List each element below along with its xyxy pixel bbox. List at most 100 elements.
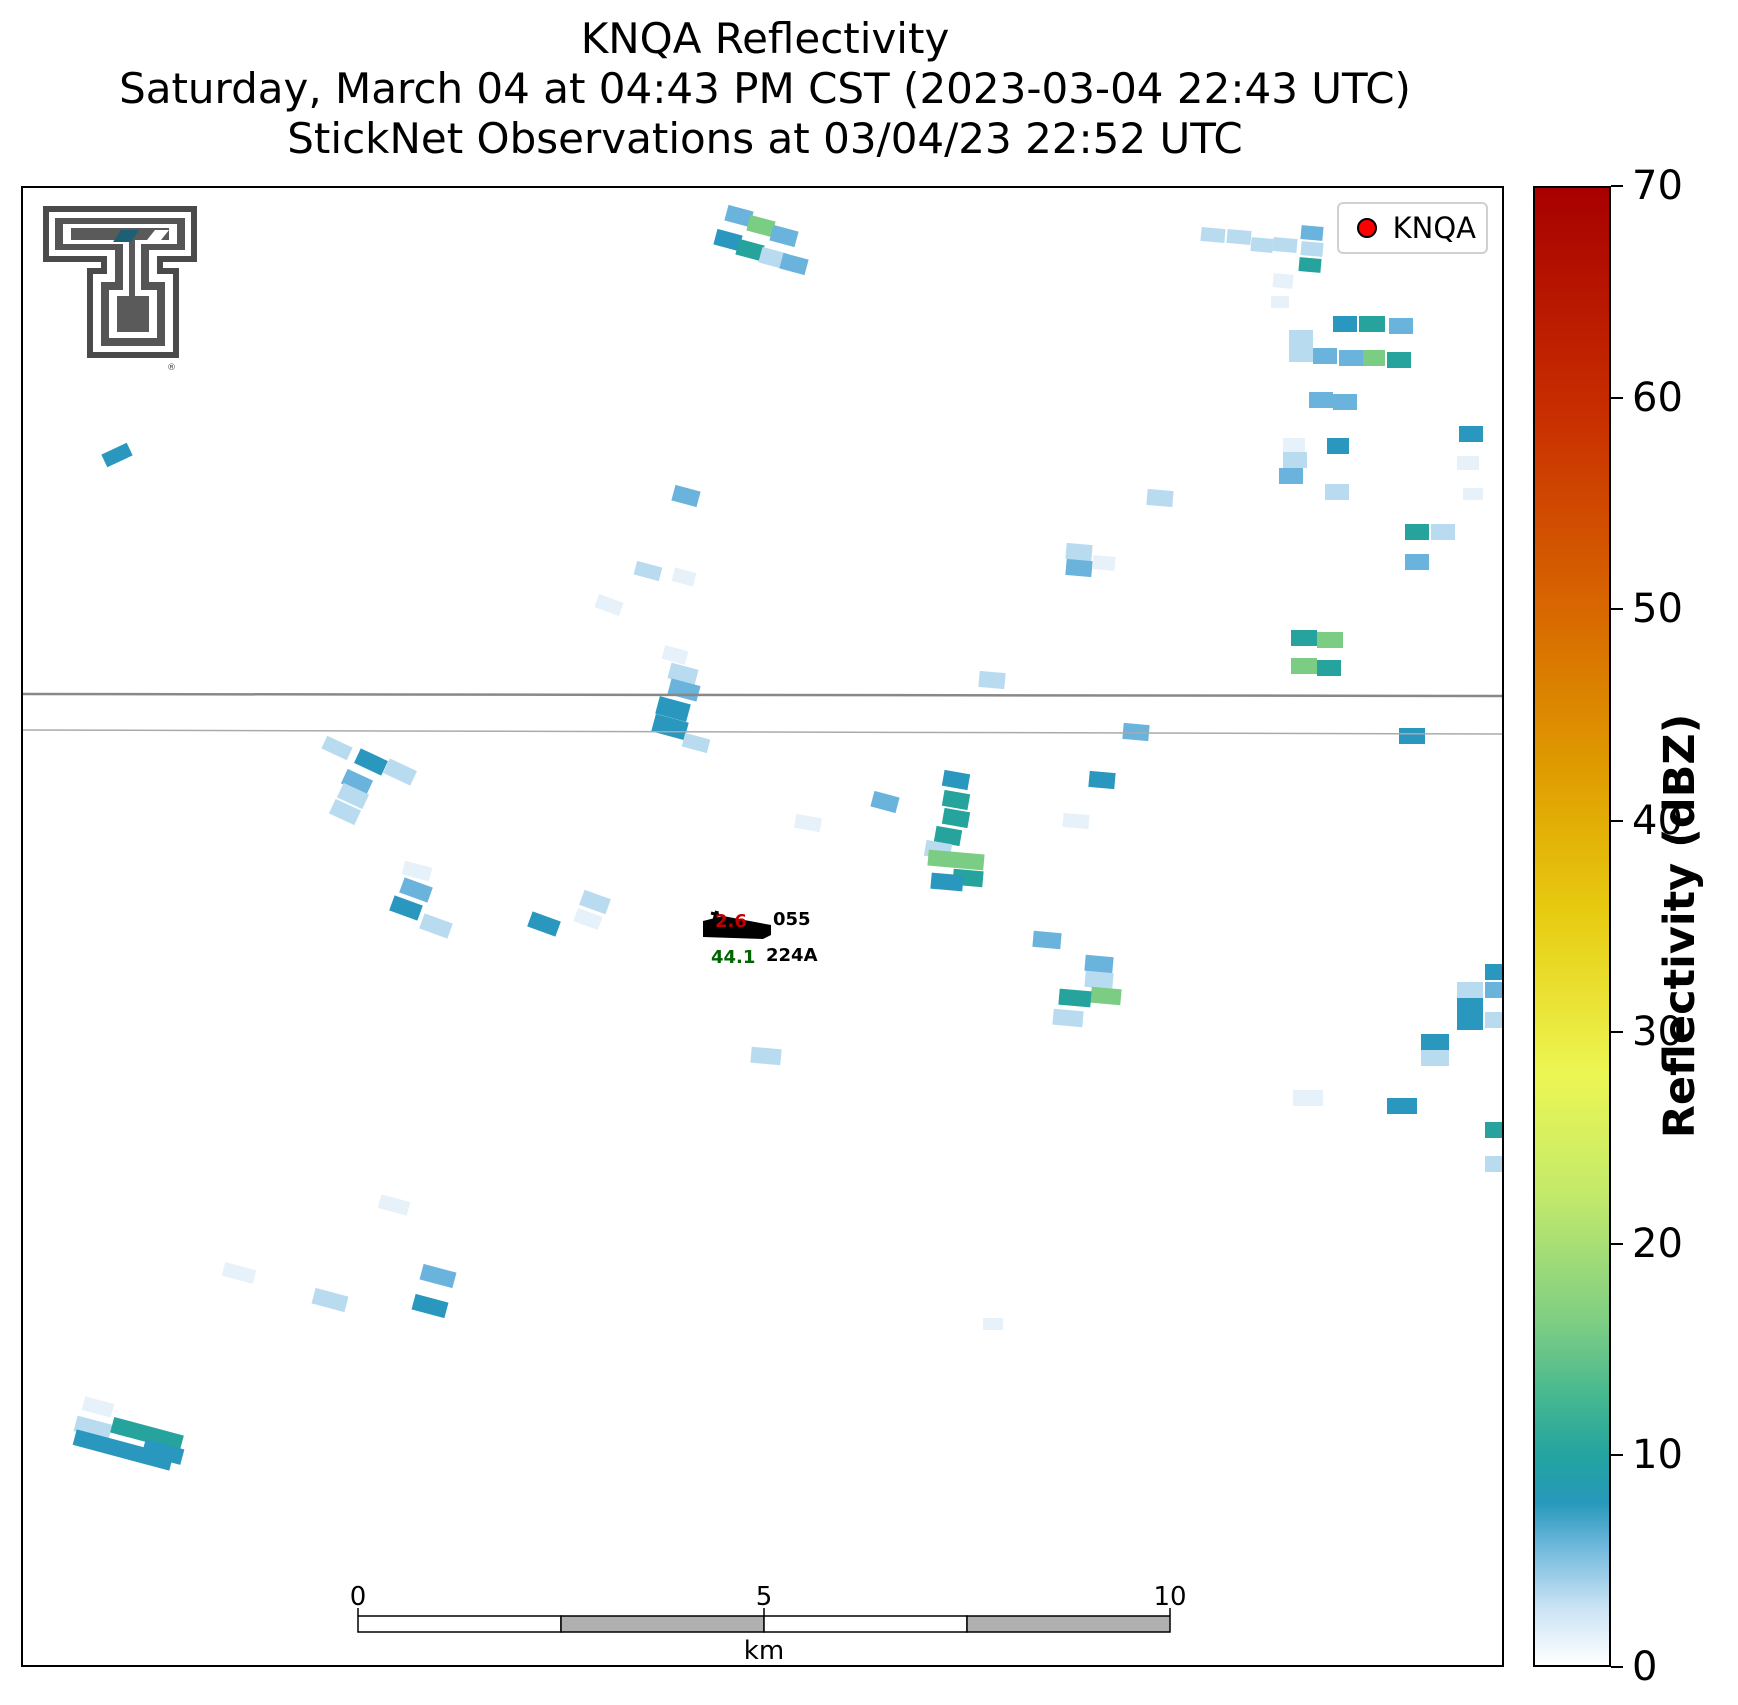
svg-text:®: ® bbox=[167, 363, 176, 373]
reflectivity-cell bbox=[978, 670, 1006, 690]
reflectivity-cell bbox=[941, 769, 971, 791]
colorbar-tick bbox=[1611, 1031, 1623, 1034]
colorbar-tick-label: 10 bbox=[1632, 1432, 1683, 1479]
reflectivity-cell bbox=[1457, 998, 1483, 1014]
station-dewpoint: 44.1 bbox=[711, 947, 755, 968]
legend-label: KNQA bbox=[1392, 211, 1476, 245]
reflectivity-echoes bbox=[72, 204, 1502, 1471]
radar-site-marker-icon bbox=[1356, 218, 1377, 238]
reflectivity-cell bbox=[933, 825, 963, 847]
reflectivity-cell bbox=[1271, 296, 1289, 308]
reflectivity-cell bbox=[399, 877, 433, 903]
reflectivity-cell bbox=[1485, 982, 1502, 998]
reflectivity-cell bbox=[651, 713, 689, 741]
reflectivity-cell bbox=[681, 732, 711, 754]
colorbar-tick-label: 20 bbox=[1632, 1220, 1683, 1267]
reflectivity-cell bbox=[1405, 554, 1429, 570]
scale-unit: km bbox=[743, 1636, 785, 1666]
reflectivity-cell bbox=[1272, 236, 1298, 254]
reflectivity-cell bbox=[1457, 456, 1479, 470]
colorbar-tick bbox=[1611, 608, 1623, 611]
reflectivity-cell bbox=[141, 1439, 185, 1465]
reflectivity-cell bbox=[1289, 346, 1313, 362]
reflectivity-cell bbox=[1459, 426, 1483, 442]
colorbar-tick-label: 50 bbox=[1632, 586, 1683, 633]
reflectivity-cell bbox=[1090, 986, 1122, 1006]
reflectivity-cell bbox=[870, 790, 900, 814]
reflectivity-cell bbox=[1200, 226, 1226, 244]
reflectivity-cell bbox=[1325, 484, 1349, 500]
reflectivity-cell bbox=[1431, 524, 1455, 540]
reflectivity-cell bbox=[1300, 225, 1324, 241]
reflectivity-cell bbox=[724, 204, 754, 228]
reflectivity-cell bbox=[1062, 812, 1090, 830]
reflectivity-cell bbox=[671, 567, 697, 587]
colorbar-tick-label: 70 bbox=[1632, 163, 1683, 209]
reflectivity-cell bbox=[1463, 488, 1483, 500]
station-plot: 2.6 055 44.1 224A bbox=[703, 909, 818, 968]
colorbar-tick bbox=[1611, 1666, 1623, 1668]
reflectivity-cell bbox=[81, 1396, 115, 1418]
title-line-3: StickNet Observations at 03/04/23 22:52 … bbox=[287, 114, 1243, 163]
colorbar-tick-label: 60 bbox=[1632, 374, 1683, 421]
colorbar-tick bbox=[1611, 819, 1623, 822]
wind-barb-icon bbox=[703, 916, 771, 939]
reflectivity-cell bbox=[73, 1415, 113, 1441]
reflectivity-cell bbox=[328, 798, 362, 826]
reflectivity-cell bbox=[383, 758, 417, 786]
reflectivity-cell bbox=[1088, 770, 1116, 790]
colorbar-tick-label: 40 bbox=[1632, 797, 1683, 844]
radar-map: ® 2.6 055 44.1 224A KNQA 0 5 10 km bbox=[21, 186, 1504, 1667]
reflectivity-cell bbox=[573, 907, 603, 931]
reflectivity-cell bbox=[1317, 632, 1343, 648]
reflectivity-cell bbox=[713, 228, 743, 252]
reflectivity-cell bbox=[1485, 1122, 1502, 1138]
reflectivity-cell bbox=[1421, 1050, 1449, 1066]
reflectivity-cell bbox=[750, 1046, 782, 1066]
reflectivity-cell bbox=[633, 560, 663, 582]
reflectivity-cell bbox=[579, 889, 611, 915]
reflectivity-cell bbox=[1250, 237, 1274, 253]
reflectivity-cell bbox=[1421, 1034, 1449, 1050]
reflectivity-cell bbox=[221, 1262, 257, 1284]
station-id: 224A bbox=[766, 945, 818, 966]
reflectivity-cell bbox=[1359, 316, 1385, 332]
reflectivity-cell bbox=[1405, 524, 1429, 540]
reflectivity-cell bbox=[401, 860, 433, 882]
scale-tick-0: 0 bbox=[349, 1582, 367, 1612]
reflectivity-cell bbox=[1298, 257, 1322, 273]
reflectivity-cell bbox=[1293, 1090, 1323, 1106]
reflectivity-cell bbox=[1363, 350, 1385, 366]
scale-tick-10: 10 bbox=[1153, 1582, 1187, 1612]
reflectivity-cell bbox=[1052, 1008, 1084, 1028]
radar-map-canvas: ® 2.6 055 44.1 224A bbox=[23, 204, 1502, 1633]
reflectivity-cell bbox=[377, 1194, 411, 1216]
reflectivity-cell bbox=[941, 807, 971, 829]
reflectivity-cell bbox=[1387, 352, 1411, 368]
reflectivity-cell bbox=[419, 913, 453, 939]
boundary-line bbox=[23, 692, 1502, 698]
reflectivity-cell bbox=[389, 895, 423, 921]
reflectivity-cell bbox=[1309, 392, 1333, 408]
reflectivity-cell bbox=[1226, 228, 1252, 246]
reflectivity-cell bbox=[769, 224, 799, 248]
colorbar-tick-label: 30 bbox=[1632, 1009, 1683, 1056]
reflectivity-cell bbox=[1327, 438, 1349, 454]
reflectivity-cell bbox=[927, 849, 985, 871]
scale-tick-5: 5 bbox=[755, 1582, 773, 1612]
reflectivity-cell bbox=[671, 484, 701, 508]
reflectivity-cell bbox=[311, 1287, 349, 1313]
reflectivity-cell bbox=[983, 1318, 1003, 1330]
reflectivity-cell bbox=[667, 678, 701, 702]
map-legend: KNQA bbox=[1336, 202, 1488, 254]
reflectivity-cell bbox=[1457, 982, 1483, 998]
reflectivity-cell bbox=[1317, 660, 1341, 676]
colorbar-title: Reflectivity (dBZ) bbox=[1655, 713, 1705, 1139]
reflectivity-cell bbox=[1283, 438, 1305, 452]
reflectivity-cell bbox=[1339, 350, 1363, 366]
station-temperature: 2.6 bbox=[715, 911, 747, 932]
reflectivity-cell bbox=[1146, 488, 1174, 508]
reflectivity-cell bbox=[419, 1263, 457, 1289]
reflectivity-cell bbox=[1291, 630, 1317, 646]
reflectivity-cell bbox=[655, 696, 691, 722]
